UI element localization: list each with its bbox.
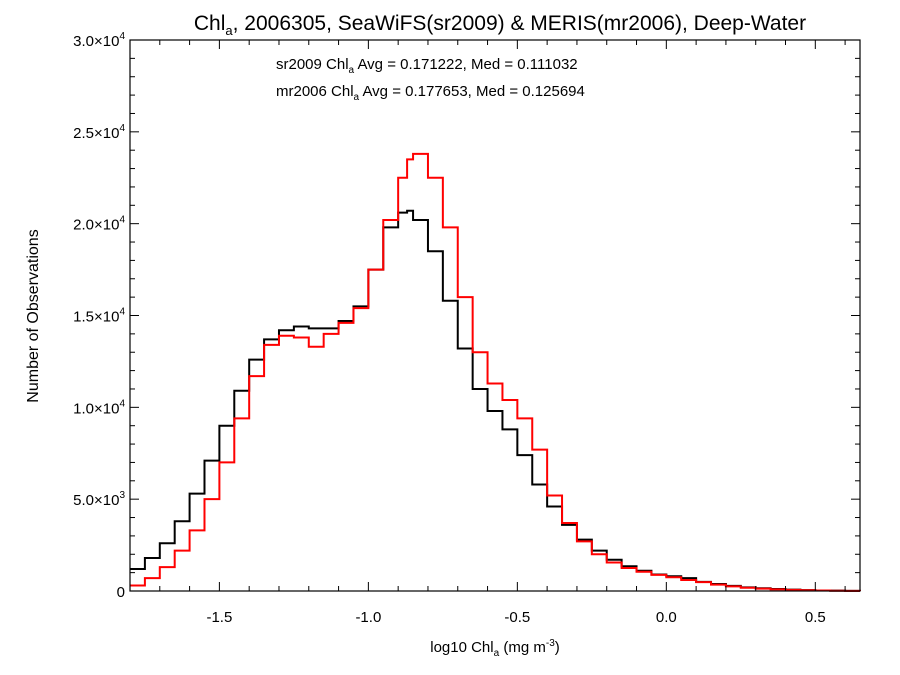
x-tick-label: -1.5 (206, 609, 232, 626)
tick-layer: -1.5 -1.0 -0.5 0.0 0.5 0 5.0×103 1.0×104 1.5×104… (73, 31, 860, 626)
series-sr2009-line (130, 209, 861, 592)
x-axis-label: log10 Chla (mg m-3) (430, 638, 560, 659)
series-mr2006-line (130, 152, 861, 592)
x-tick-label: -1.0 (355, 609, 381, 626)
x-tick-label: 0.0 (656, 609, 677, 626)
y-tick-label: 3.0×104 (73, 31, 125, 50)
y-tick-label: 5.0×103 (73, 490, 125, 509)
series-layer (130, 152, 861, 592)
y-axis-label: Number of Observations (25, 229, 42, 402)
chart-title: Chla, 2006305, SeaWiFS(sr2009) & MERIS(m… (194, 12, 806, 38)
y-tick-label: 1.5×104 (73, 307, 125, 326)
x-tick-label: -0.5 (504, 609, 530, 626)
annotation-sr2009: sr2009 Chla Avg = 0.171222, Med = 0.1110… (276, 56, 578, 76)
y-tick-label: 0 (117, 584, 125, 601)
y-tick-label: 1.0×104 (73, 398, 125, 417)
plot-frame (129, 39, 861, 592)
annotation-sr2009-text: sr2009 Chla Avg = 0.171222, Med = 0.1110… (276, 56, 578, 76)
annotation-mr2006-text: mr2006 Chla Avg = 0.177653, Med = 0.1256… (276, 83, 585, 103)
y-tick-label: 2.5×104 (73, 123, 125, 142)
y-tick-label: 2.0×104 (73, 215, 125, 234)
annotation-mr2006: mr2006 Chla Avg = 0.177653, Med = 0.1256… (276, 83, 585, 103)
x-tick-label: 0.5 (805, 609, 826, 626)
